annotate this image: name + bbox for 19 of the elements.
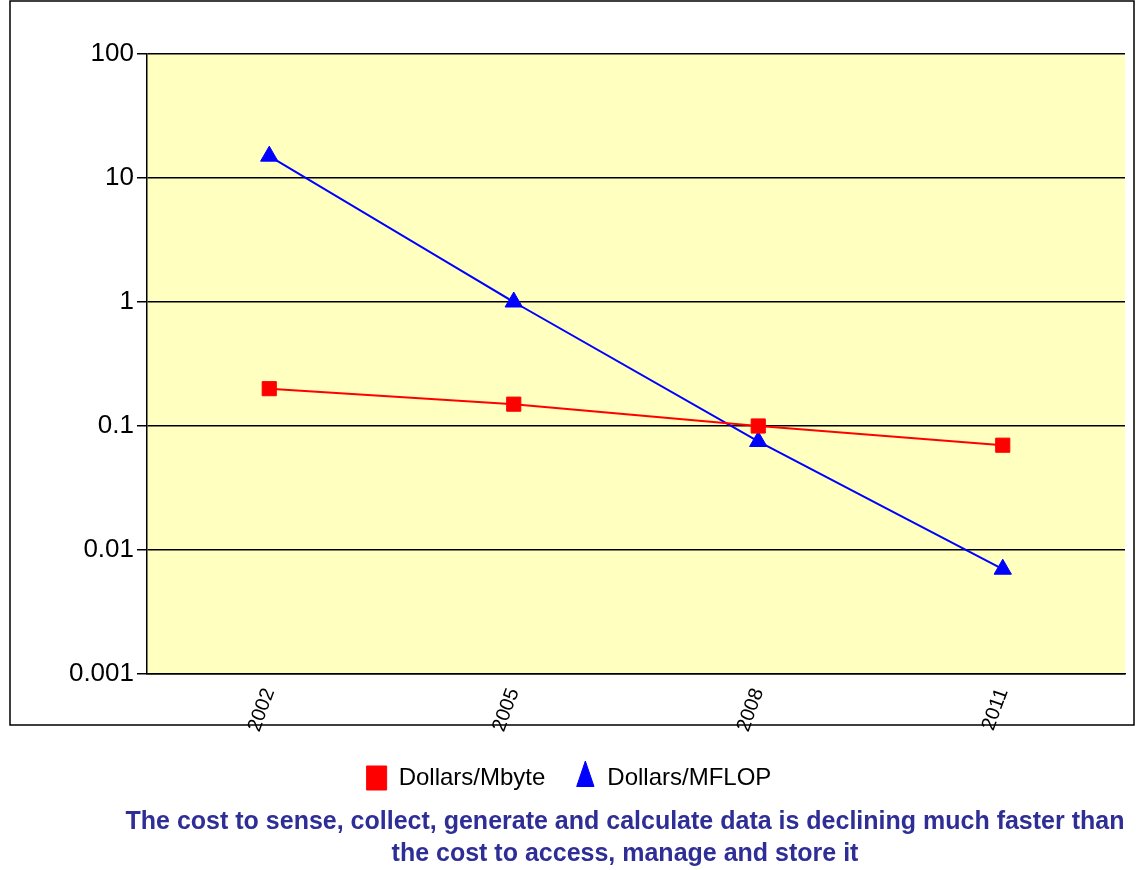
point (506, 396, 522, 412)
x-tick-label: 2008 (731, 684, 768, 735)
y-tick-label: 0.1 (97, 409, 134, 440)
point (750, 418, 766, 434)
y-tick-label: 10 (105, 161, 134, 192)
y-tick-label: 0.001 (68, 657, 134, 688)
x-tick-label: 2002 (242, 684, 279, 735)
legend-label: Dollars/Mbyte (398, 762, 546, 790)
legend-label: Dollars/MFLOP (607, 762, 772, 790)
y-tick-label: 100 (90, 37, 134, 68)
x-tick-label: 2005 (486, 684, 523, 735)
y-tick-label: 1 (119, 285, 134, 316)
y-tick-label: 0.01 (83, 533, 134, 564)
x-tick-label: 2011 (976, 684, 1012, 733)
point (261, 381, 277, 397)
point (260, 145, 279, 162)
point (504, 291, 523, 308)
point (995, 437, 1011, 453)
text: The cost to sense, collect, generate and calculate data is declining much faster than the cost to access, manage and store it (124, 805, 1126, 868)
